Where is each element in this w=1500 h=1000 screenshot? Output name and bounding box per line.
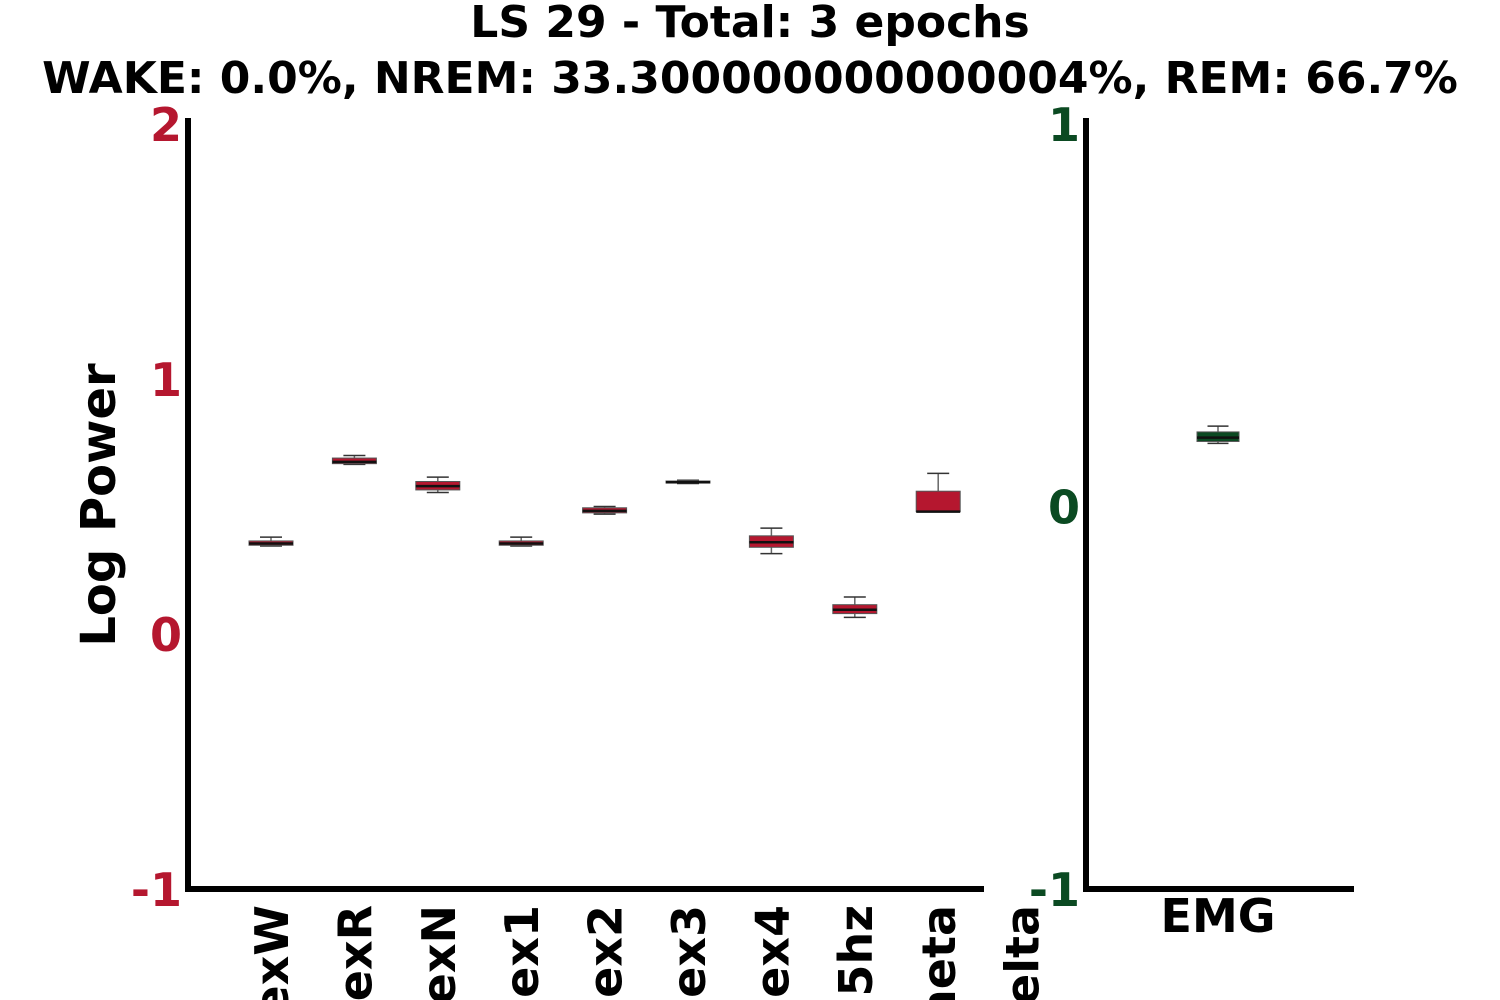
emg-boxes — [1196, 425, 1240, 445]
main-x-tick-label: exR — [328, 905, 382, 1000]
chart-title-line2: WAKE: 0.0%, NREM: 33.300000000000004%, R… — [42, 53, 1458, 104]
chart-title-line1: LS 29 - Total: 3 epochs — [470, 0, 1029, 48]
main-box-ex2 — [582, 505, 628, 515]
main-y-tick-label: 1 — [150, 353, 182, 407]
main-box-5hz — [832, 596, 878, 619]
main-box-neta — [915, 472, 961, 513]
y-axis-label: Log Power — [71, 363, 127, 647]
emg-y-tick-label: 0 — [1048, 481, 1080, 535]
main-y-tick-label: 2 — [150, 98, 182, 152]
main-x-tick-label: exN — [412, 905, 466, 1000]
main-x-tick-label: ex2 — [579, 905, 633, 998]
main-x-tick-label: 5hz — [829, 905, 883, 997]
main-y-tick-labels: -1 0 1 2 — [131, 98, 182, 917]
emg-x-tick-labels: EMG — [1161, 889, 1276, 943]
main-box-exW — [248, 536, 294, 547]
main-x-tick-labels: exW exR exN ex1 ex2 ex3 ex4 5hz neta elta — [245, 905, 1050, 1000]
emg-plot-area: -1 0 1 EMG — [1029, 98, 1354, 943]
emg-y-tick-labels: -1 0 1 — [1029, 98, 1080, 917]
main-x-tick-label: ex1 — [495, 905, 549, 998]
emg-y-tick-label: 1 — [1048, 98, 1080, 152]
main-plot-area: -1 0 1 2 exW exR exN ex1 ex2 ex3 ex4 5hz neta elta — [131, 98, 1050, 1000]
box-iqr — [915, 490, 961, 513]
main-boxes — [248, 454, 961, 619]
main-x-tick-label: neta — [912, 905, 966, 1000]
main-x-tick-label: ex3 — [662, 905, 716, 998]
emg-box-EMG — [1196, 425, 1240, 445]
main-x-tick-label: ex4 — [745, 905, 799, 998]
main-box-ex1 — [498, 536, 544, 547]
main-x-tick-label: elta — [996, 905, 1050, 1000]
main-box-ex3 — [665, 479, 711, 485]
emg-y-tick-label: -1 — [1029, 863, 1080, 917]
main-y-tick-label: -1 — [131, 863, 182, 917]
main-box-exN — [415, 476, 461, 494]
main-box-exR — [331, 454, 377, 466]
main-y-tick-label: 0 — [150, 608, 182, 662]
main-x-tick-label: exW — [245, 905, 299, 1000]
main-box-ex4 — [748, 527, 794, 555]
emg-x-tick-label: EMG — [1161, 889, 1276, 943]
